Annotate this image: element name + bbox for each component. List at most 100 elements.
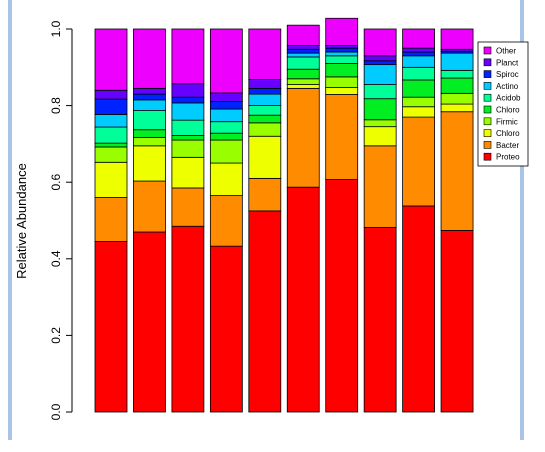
bar-segment — [286, 84, 320, 89]
legend-swatch — [483, 70, 492, 78]
bar-segment — [402, 79, 436, 98]
bar-segment — [94, 126, 128, 144]
bar-segment — [171, 156, 205, 189]
bar-segment — [402, 106, 436, 118]
bar-segment — [94, 161, 128, 198]
legend-swatch — [483, 105, 492, 114]
bar-segment — [325, 76, 359, 88]
bar-segment — [94, 197, 128, 242]
bar-segment — [402, 96, 436, 108]
bar-segment — [171, 102, 205, 121]
legend-swatch — [483, 152, 492, 161]
bar-segment — [325, 55, 359, 64]
bar-segment — [440, 52, 474, 71]
bar-segment — [325, 179, 359, 413]
bar-segment — [94, 241, 128, 413]
legend-label: Spiroc — [496, 70, 519, 79]
bar-segment — [325, 17, 359, 46]
bar-segment — [402, 205, 436, 413]
bar-segment — [325, 87, 359, 95]
bar-segment — [133, 145, 166, 182]
bar-segment — [133, 28, 166, 89]
legend-swatch — [483, 117, 492, 126]
bar-segment — [363, 55, 397, 62]
bar-segment — [440, 69, 474, 79]
bar-segment — [133, 180, 166, 233]
bar-segment — [171, 96, 205, 104]
bar-segment — [248, 114, 282, 124]
bar-segment — [133, 99, 166, 111]
bar-segment — [94, 142, 128, 148]
bar-segment — [94, 89, 128, 100]
bar-segment — [209, 132, 243, 141]
y-tick-label: 0.4 — [49, 250, 63, 267]
bar-segment — [171, 187, 205, 227]
bar-segment — [402, 28, 436, 49]
legend-label: Acidob — [496, 94, 521, 103]
legend-swatch — [483, 93, 492, 102]
bar-segment — [133, 93, 166, 101]
bar-segment — [325, 47, 359, 53]
bar-segment — [209, 162, 243, 197]
bar-segment — [286, 186, 320, 413]
bar-segment — [286, 56, 320, 70]
legend-label: Chloro — [496, 129, 520, 138]
bar-segment — [325, 51, 359, 57]
bar-segment — [286, 45, 320, 50]
bar-segment — [325, 94, 359, 180]
bar-segment — [363, 226, 397, 413]
bar-segment — [171, 139, 205, 158]
bar-segment — [440, 77, 474, 94]
legend-label: Other — [496, 47, 516, 56]
y-tick-label: 0.2 — [49, 327, 63, 344]
bar-segment — [286, 24, 320, 46]
bar-segment — [248, 28, 282, 80]
bar-segment — [248, 93, 282, 107]
legend-swatch — [483, 129, 492, 137]
bar-segment — [94, 146, 128, 163]
bar-segment — [286, 48, 320, 54]
bar-segment — [171, 135, 205, 141]
legend-label: Bacter — [496, 141, 519, 150]
y-tick-label: 1.0 — [49, 20, 63, 37]
bar-segment — [325, 63, 359, 78]
legend-swatch — [483, 141, 492, 149]
bar-segment — [363, 84, 397, 100]
bar-segment — [248, 122, 282, 137]
bar-segment — [402, 55, 436, 68]
bar-segment — [133, 136, 166, 147]
bar-segment — [286, 78, 320, 85]
bar-segment — [363, 126, 397, 147]
legend-label: Planct — [496, 58, 519, 67]
bar-segment — [133, 87, 166, 95]
bar-segment — [209, 195, 243, 247]
legend-label: Chloro — [496, 106, 520, 115]
bar-segment — [363, 98, 397, 121]
bar-segment — [363, 145, 397, 228]
bar-segment — [171, 28, 205, 85]
legend-label: Actino — [496, 82, 519, 91]
bar-segment — [209, 28, 243, 94]
bar-segment — [440, 28, 474, 50]
bar-segment — [248, 177, 282, 212]
bar-segment — [94, 114, 128, 128]
bar-segment — [363, 119, 397, 128]
bar-segment — [171, 83, 205, 98]
bar-segment — [209, 245, 243, 413]
bar-segment — [402, 47, 436, 53]
bar-segment — [363, 28, 397, 57]
bar-segment — [402, 116, 436, 207]
bar-segment — [209, 92, 243, 102]
bar-segment — [248, 79, 282, 89]
y-tick-label: 0.8 — [49, 97, 63, 114]
bar-segment — [94, 98, 128, 115]
bar-segment — [209, 121, 243, 134]
bar-segment — [248, 87, 282, 95]
bar-segment — [133, 129, 166, 138]
bar-segment — [286, 68, 320, 80]
bar-segment — [402, 51, 436, 57]
legend-swatch — [483, 82, 492, 90]
bar-segment — [209, 100, 243, 110]
legend-swatch — [483, 58, 492, 67]
bar-segment — [440, 92, 474, 105]
